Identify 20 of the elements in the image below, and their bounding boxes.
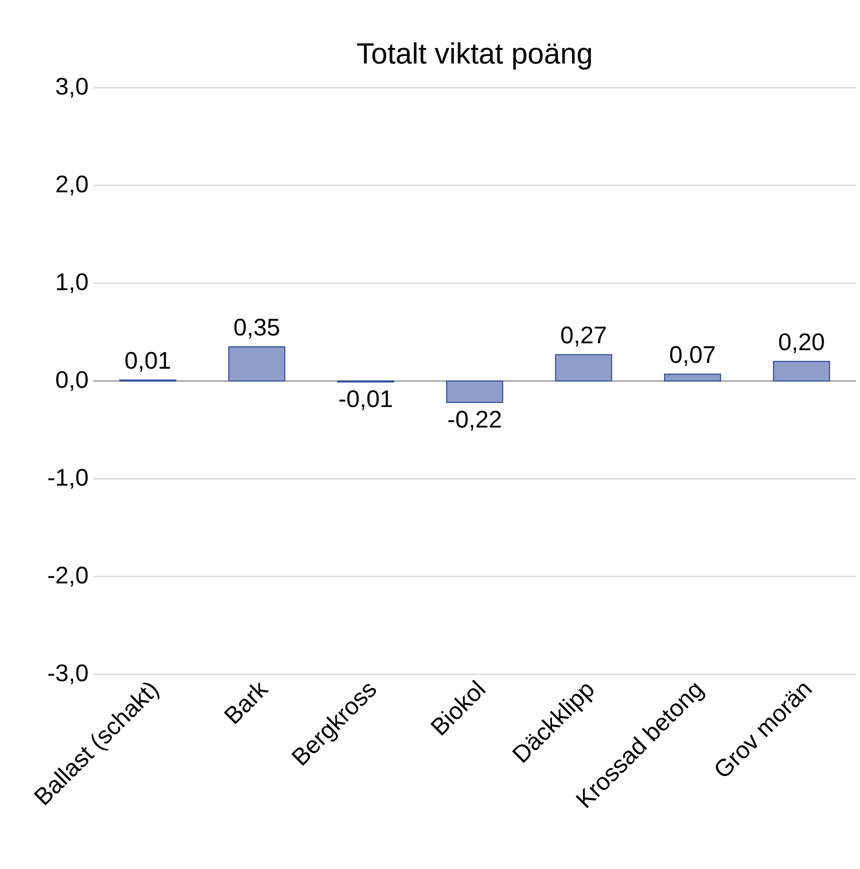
data-label: 0,20 <box>779 333 824 354</box>
bar <box>555 354 612 382</box>
data-label: 0,07 <box>670 346 715 366</box>
y-tick-label: 0,0 <box>56 371 88 391</box>
data-label: 0,35 <box>234 318 280 339</box>
bar <box>664 374 722 382</box>
y-tick-label: -2,0 <box>48 566 88 586</box>
y-tick-label: 2,0 <box>56 176 88 196</box>
data-label: 0,27 <box>561 326 606 346</box>
bar <box>446 380 504 404</box>
data-label: 0,01 <box>125 352 170 372</box>
bar <box>772 360 830 382</box>
data-label: -0,22 <box>448 410 501 431</box>
y-tick-label: -3,0 <box>48 664 88 684</box>
chart-title: Totalt viktat poäng <box>357 42 591 70</box>
data-label: -0,01 <box>339 390 392 410</box>
y-tick-label: 1,0 <box>57 273 88 294</box>
bar <box>228 346 286 382</box>
y-tick-label: -1,0 <box>48 468 88 489</box>
y-tick-label: 3,0 <box>56 78 88 98</box>
